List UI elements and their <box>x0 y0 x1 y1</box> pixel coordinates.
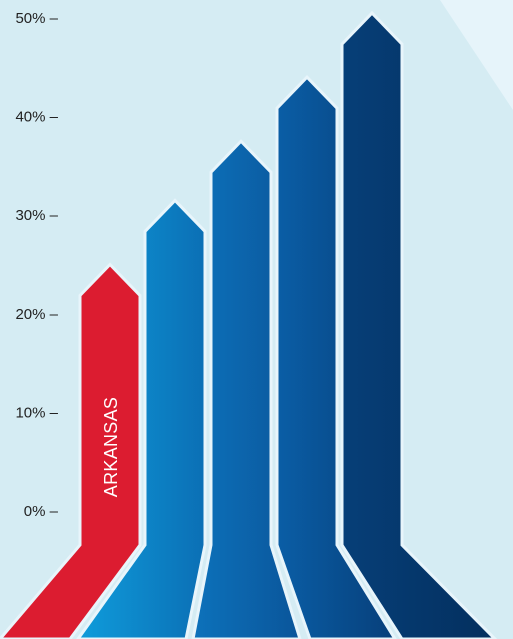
y-tick-label: 40% – <box>15 109 58 126</box>
y-tick-label: 30% – <box>15 207 58 224</box>
y-tick-label: 10% – <box>15 404 58 421</box>
bar-arrow-2 <box>76 198 207 639</box>
y-axis: 0% – 10% – 20% – 30% – 40% – 50% – <box>15 10 58 520</box>
bar-arrow-arkansas <box>0 262 142 639</box>
background-accent-shape <box>440 0 513 110</box>
bar-label-arkansas: ARKANSAS <box>101 397 121 497</box>
bar-arrow-3 <box>191 139 302 639</box>
y-tick-label: 50% – <box>15 10 58 27</box>
y-tick-label: 0% – <box>24 503 59 520</box>
bar-arrow-5 <box>340 10 498 639</box>
y-tick-label: 20% – <box>15 306 58 323</box>
bars: ARKANSAS <box>0 10 498 639</box>
bar-arrow-4 <box>275 75 397 639</box>
